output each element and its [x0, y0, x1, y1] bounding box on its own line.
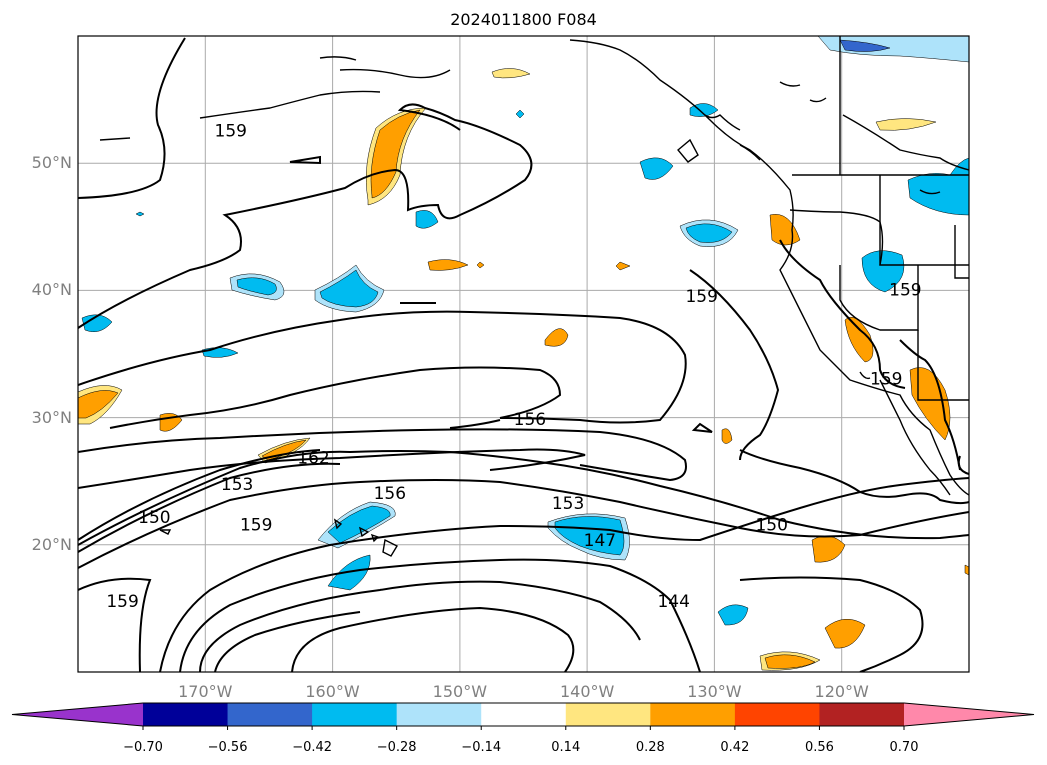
colorbar-segment [481, 703, 567, 726]
colorbar-segment [396, 703, 482, 726]
colorbar-tick-label: 0.14 [551, 740, 581, 755]
lon-label: 130°W [687, 682, 742, 701]
contour-label: 159 [889, 280, 921, 300]
lat-label: 20°N [31, 534, 72, 554]
lat-label: 30°N [31, 407, 72, 427]
colorbar-segment [565, 703, 651, 726]
contour-label: 159 [106, 592, 138, 612]
colorbar-segment [143, 703, 229, 726]
colorbar-tick-label: 0.70 [889, 740, 919, 755]
positive-shading [78, 68, 969, 671]
colorbar [11, 702, 1035, 730]
contour-label: 159 [240, 516, 272, 536]
contour-label: 153 [221, 475, 253, 495]
contour-label: 150 [138, 508, 170, 528]
contour-label: 159 [870, 369, 902, 389]
height-contours [78, 37, 969, 672]
map-frame [77, 35, 970, 673]
colorbar-tick-label: −0.70 [123, 740, 163, 755]
map-title: 2024011800 F084 [450, 10, 597, 29]
lon-label: 170°W [178, 682, 233, 701]
contour-label: 156 [374, 484, 406, 504]
colorbar-segment [734, 703, 820, 726]
contour-label: 144 [657, 592, 689, 612]
colorbar-tick-label: 0.42 [720, 740, 750, 755]
colorbar-segment [227, 703, 313, 726]
colorbar-tick-label: −0.28 [376, 740, 417, 755]
contour-label: 147 [584, 531, 616, 551]
contour-label: 159 [215, 121, 247, 141]
colorbar-segment [819, 703, 905, 726]
colorbar-extend-high [904, 703, 1034, 726]
lat-label: 50°N [31, 153, 72, 173]
contour-label: 159 [685, 287, 717, 307]
colorbar-segment [650, 703, 736, 726]
colorbar-segment [312, 703, 398, 726]
negative-shading [81, 36, 969, 626]
contour-label: 162 [297, 448, 329, 468]
colorbar-tick-label: −0.56 [207, 740, 248, 755]
lon-label: 150°W [432, 682, 488, 701]
colorbar-tick-label: 0.56 [804, 740, 834, 755]
colorbar-extend-low [12, 703, 143, 726]
colorbar-tick-label: −0.42 [292, 740, 333, 755]
contour-label: 156 [514, 410, 546, 430]
lon-label: 160°W [305, 682, 360, 701]
contour-label: 153 [552, 494, 584, 514]
colorbar-tick-label: 0.28 [635, 740, 665, 755]
coastlines [99, 36, 969, 557]
contour-label: 150 [755, 516, 787, 536]
lat-label: 40°N [31, 280, 72, 300]
lon-label: 120°W [814, 682, 869, 701]
colorbar-tick-label: −0.14 [461, 740, 502, 755]
lon-label: 140°W [559, 682, 615, 701]
